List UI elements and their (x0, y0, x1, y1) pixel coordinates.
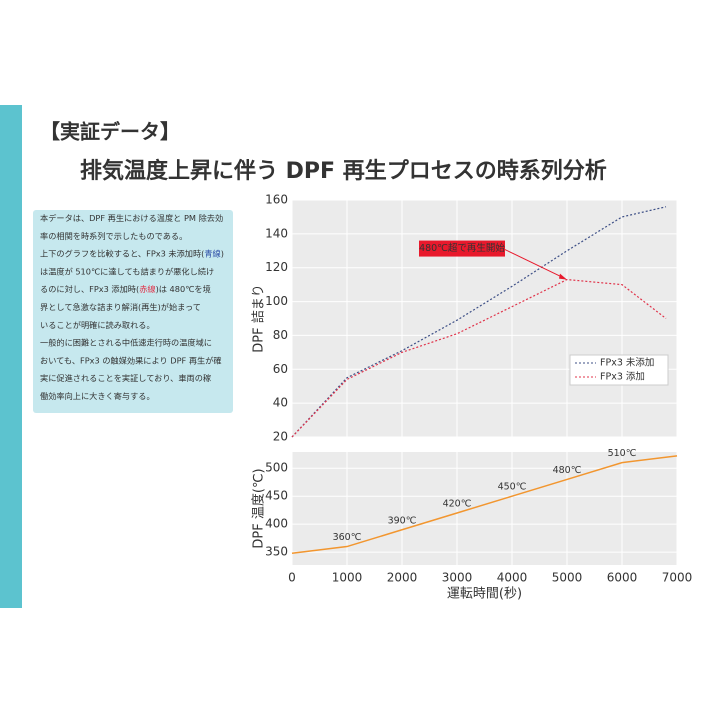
note-text: 率の相関を時系列で示したものである。 (40, 230, 187, 240)
title: 【実証データ】 (40, 120, 180, 144)
side-bar (0, 105, 22, 608)
y-axis-label: DPF 詰まり (251, 284, 267, 352)
note-text: 一般的に困難とされる中低速走行時の温度域に (40, 337, 212, 347)
y-tick-label: 40 (273, 396, 288, 410)
data-label: 360℃ (333, 532, 362, 543)
y-axis-label: DPF 温度(℃) (251, 468, 267, 548)
annotation-arrow (504, 249, 564, 279)
note-text: 実に促進されることを実証しており、車両の稼 (40, 373, 211, 383)
annotation-arrowhead (559, 273, 567, 280)
note-text: )は 480℃を境 (156, 284, 211, 294)
x-tick-label: 1000 (332, 571, 363, 585)
data-label: 480℃ (553, 465, 582, 476)
subtitle: 排気温度上昇に伴う DPF 再生プロセスの時系列分析 (80, 158, 607, 184)
x-tick-label: 6000 (607, 571, 638, 585)
y-tick-label: 100 (265, 294, 288, 308)
y-tick-label: 160 (265, 193, 288, 207)
y-tick-label: 20 (273, 430, 288, 444)
x-axis-label: 運転時間(秒) (447, 587, 522, 602)
note-line: 働効率向上に大きく寄与する。 (40, 391, 155, 401)
x-tick-label: 2000 (387, 571, 418, 585)
note-text: おいても、FPx3 の触媒効果により DPF 再生が確 (40, 355, 222, 365)
note-line: は温度が 510℃に達しても詰まりが悪化し続け (40, 266, 214, 276)
note-line: 本データは、DPF 再生における温度と PM 除去効 (40, 213, 223, 223)
note-text: は温度が 510℃に達しても詰まりが悪化し続け (40, 266, 214, 276)
data-label: 510℃ (608, 448, 637, 459)
note-box (33, 210, 233, 413)
x-tick-label: 3000 (442, 571, 473, 585)
x-tick-label: 0 (288, 571, 296, 585)
legend-box (569, 354, 669, 386)
series-line (291, 206, 667, 438)
y-tick-label: 450 (265, 489, 288, 503)
annotation-box (419, 240, 505, 257)
note-line: 上下のグラフを比較すると、FPx3 未添加時(青線) (40, 248, 224, 258)
y-tick-label: 60 (273, 362, 288, 376)
y-tick-label: 500 (265, 461, 288, 475)
note-line: 一般的に困難とされる中低速走行時の温度域に (40, 337, 212, 347)
series-line (291, 278, 667, 438)
note-text: 上下のグラフを比較すると、FPx3 未添加時( (40, 248, 204, 258)
plot-area (292, 452, 677, 565)
legend-label: FPx3 添加 (600, 372, 645, 383)
note-text: 働効率向上に大きく寄与する。 (40, 391, 155, 401)
data-label: 420℃ (443, 498, 472, 509)
note-line: 界として急激な詰まり解消(再生)が始まって (40, 302, 201, 312)
note-line: いることが明確に読み取れる。 (40, 319, 155, 329)
note-text: 界として急激な詰まり解消(再生)が始まって (40, 302, 201, 312)
legend-label: FPx3 未添加 (600, 357, 654, 369)
note-text: 青線 (204, 248, 220, 258)
note-line: 実に促進されることを実証しており、車両の稼 (40, 373, 211, 383)
note: 本データは、DPF 再生における温度と PM 除去効率の相関を時系列で示したもの… (40, 213, 224, 401)
data-label: 390℃ (388, 515, 417, 526)
x-tick-label: 5000 (552, 571, 583, 585)
note-line: るのに対し、FPx3 添加時(赤線)は 480℃を境 (40, 284, 211, 294)
data-label: 450℃ (498, 482, 527, 493)
note-line: 率の相関を時系列で示したものである。 (40, 230, 187, 240)
note-text: 赤線 (139, 284, 155, 294)
note-line: おいても、FPx3 の触媒効果により DPF 再生が確 (40, 355, 222, 365)
note-text: ) (221, 248, 224, 258)
x-tick-label: 4000 (497, 571, 528, 585)
y-tick-label: 140 (265, 226, 288, 240)
y-tick-label: 400 (265, 517, 288, 531)
annotation-text: 480℃超で再生開始 (419, 242, 505, 254)
x-tick-label: 7000 (662, 571, 693, 585)
plot-area (292, 200, 677, 437)
y-tick-label: 350 (265, 545, 288, 559)
note-text: 本データは、DPF 再生における温度と PM 除去効 (40, 213, 223, 223)
note-text: るのに対し、FPx3 添加時( (40, 284, 139, 294)
series-line (291, 455, 678, 554)
note-text: いることが明確に読み取れる。 (40, 319, 155, 329)
y-tick-label: 120 (265, 260, 288, 274)
y-tick-label: 80 (273, 328, 288, 342)
